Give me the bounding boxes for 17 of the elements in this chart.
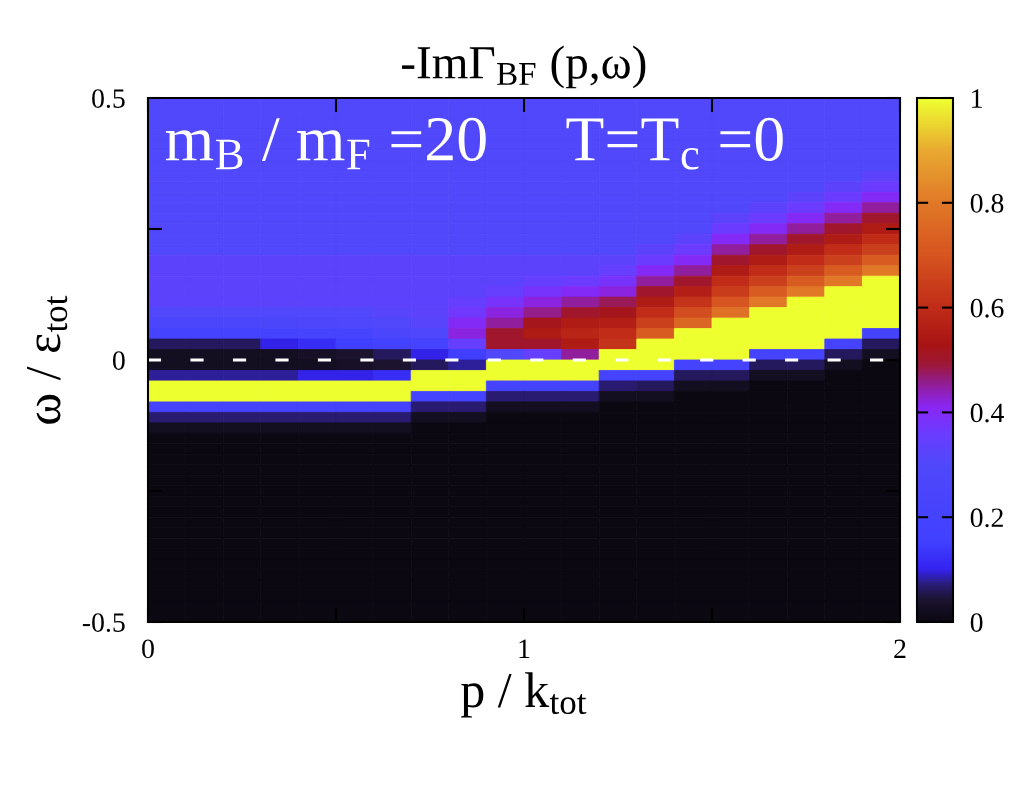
annotation: m$_{B}$ / m$_{F}$ =20 (165, 117, 486, 170)
annotation: T=T$_{c}$ =0 (566, 117, 783, 170)
x-tick-label: 2 (894, 639, 906, 658)
color-bar-label: 0.8 (970, 193, 1004, 213)
color-bar-label: 0 (970, 613, 983, 632)
x-axis-title: p / k$_{tot}$ (461, 672, 587, 718)
color-bar-label: 1 (972, 89, 982, 108)
color-bar-label: 0.2 (970, 508, 1003, 528)
x-tick-label: 1 (519, 639, 530, 658)
chart-title: -ImΓ$_{BF}$ (p,ω) (402, 45, 646, 89)
y-tick-label: 0.5 (92, 89, 125, 109)
x-tick-label: 0 (142, 639, 154, 659)
color-bar-label: 0.4 (970, 403, 1004, 423)
y-axis-title: ω / ε$_{tot}$ (27, 295, 68, 424)
y-tick-label: 0 (112, 351, 125, 370)
y-tick-label: -0.5 (82, 613, 125, 633)
color-bar-label: 0.6 (970, 298, 1004, 318)
